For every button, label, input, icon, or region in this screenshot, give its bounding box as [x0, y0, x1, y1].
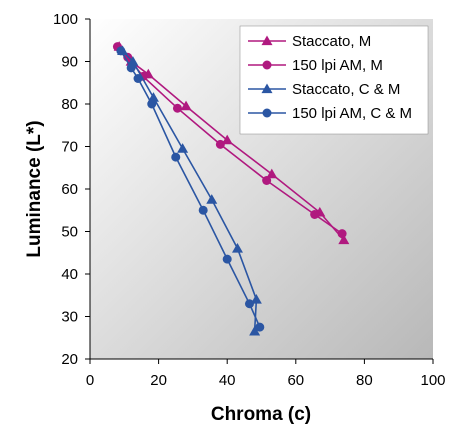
legend-label: Staccato, M [292, 33, 371, 50]
legend-marker [261, 83, 273, 94]
y-tick-label: 90 [61, 54, 78, 71]
data-point [198, 205, 208, 215]
y-tick-label: 70 [61, 139, 78, 156]
data-point [147, 99, 157, 109]
data-point [147, 92, 159, 102]
x-tick-label: 40 [219, 372, 236, 389]
x-tick-label: 0 [86, 372, 94, 389]
legend-marker [262, 108, 272, 118]
series-1 [112, 42, 347, 239]
data-point [206, 194, 218, 204]
legend-item: 150 lpi AM, M [248, 57, 383, 74]
data-point [116, 46, 126, 56]
data-point [337, 229, 347, 239]
x-axis-label: Chroma (c) [211, 404, 311, 425]
data-point [262, 176, 272, 185]
y-tick-label: 50 [61, 224, 78, 241]
data-point [249, 325, 261, 336]
y-tick-label: 40 [61, 266, 78, 283]
x-tick-label: 100 [420, 372, 445, 389]
legend: Staccato, M 150 lpi AM, M Staccato, C & M 1… [248, 33, 412, 122]
axis-ticks: 0 20 40 60 80 100 20 30 40 50 60 70 80 90 100 [53, 11, 446, 389]
y-tick-label: 20 [61, 351, 78, 368]
y-tick-label: 30 [61, 309, 78, 326]
data-point [244, 299, 254, 309]
data-point [231, 243, 243, 253]
y-tick-label: 100 [53, 11, 78, 28]
data-point [127, 56, 139, 66]
series-layer [112, 41, 350, 336]
legend-label: 150 lpi AM, C & M [292, 105, 412, 122]
data-point [171, 152, 181, 162]
x-tick-label: 80 [356, 372, 373, 389]
data-point [255, 322, 265, 332]
y-tick-label: 80 [61, 96, 78, 113]
legend-item: Staccato, M [248, 33, 371, 50]
data-point [133, 74, 143, 83]
data-point [172, 103, 182, 113]
x-tick-label: 60 [287, 372, 304, 389]
data-point [266, 168, 278, 179]
data-point [221, 134, 233, 145]
series-line [122, 50, 258, 332]
legend-marker [262, 60, 272, 70]
legend-marker [261, 35, 273, 46]
data-point [177, 143, 189, 153]
data-point [250, 294, 262, 304]
legend-item: 150 lpi AM, C & M [248, 105, 412, 122]
legend-label: Staccato, C & M [292, 81, 400, 98]
data-point [338, 234, 350, 245]
data-point [126, 63, 136, 73]
data-point [180, 100, 192, 111]
legend-item: Staccato, C & M [248, 81, 400, 98]
x-tick-label: 20 [150, 372, 167, 389]
data-point [222, 254, 232, 264]
series-3 [116, 46, 265, 332]
y-tick-label: 60 [61, 181, 78, 198]
data-point [310, 210, 320, 219]
y-axis-label: Luminance (L*) [24, 120, 45, 257]
data-point [215, 139, 225, 149]
legend-label: 150 lpi AM, M [292, 57, 383, 74]
